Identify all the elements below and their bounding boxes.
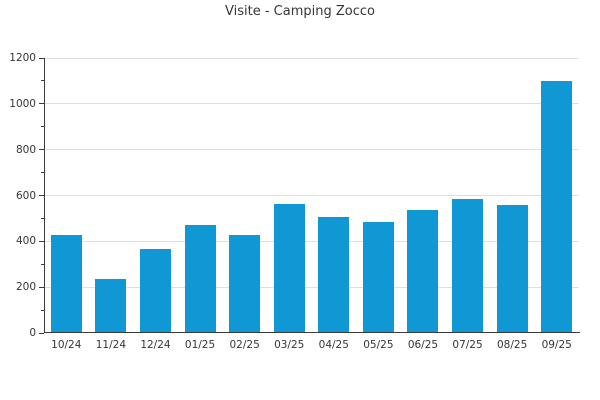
x-tick-label: 11/24 [95, 339, 126, 351]
y-major-tick [39, 57, 44, 59]
x-tick-label: 02/25 [229, 339, 260, 351]
y-major-tick [39, 149, 44, 151]
bar [496, 204, 528, 333]
bar [452, 199, 484, 333]
bar [541, 80, 573, 333]
chart-title: Visite - Camping Zocco [225, 4, 375, 19]
y-tick-label: 200 [15, 281, 36, 294]
y-major-tick [39, 332, 44, 334]
bar [362, 222, 394, 333]
bar [318, 217, 350, 333]
x-tick-label: 01/25 [184, 339, 216, 351]
x-tick-label: 08/25 [496, 339, 528, 351]
bar [229, 234, 261, 333]
bar [273, 204, 305, 333]
x-tick-label: 09/25 [541, 339, 572, 351]
y-major-tick [39, 286, 44, 288]
x-tick-label: 10/24 [51, 339, 82, 351]
y-minor-tick [41, 217, 44, 219]
y-major-tick [39, 195, 44, 196]
x-tick-label: 07/25 [452, 339, 483, 351]
bar [139, 248, 171, 333]
y-tick-label: 0 [29, 327, 36, 339]
y-tick-label: 600 [15, 189, 36, 202]
x-tick-label: 05/25 [363, 339, 394, 351]
bar [184, 225, 216, 333]
y-gridline [44, 57, 579, 59]
y-tick-label: 1000 [9, 97, 36, 110]
y-axis-spine [44, 58, 45, 333]
y-minor-tick [41, 263, 44, 265]
y-tick-label: 400 [15, 235, 36, 248]
bar [407, 210, 439, 333]
bar [95, 279, 127, 333]
y-minor-tick [41, 80, 44, 82]
y-minor-tick [41, 309, 44, 311]
bar [50, 234, 82, 333]
y-minor-tick [41, 126, 44, 128]
y-gridline [44, 149, 579, 151]
x-axis-spine [44, 332, 580, 333]
y-tick-label: 800 [15, 143, 36, 156]
y-minor-tick [41, 172, 44, 174]
y-gridline [44, 195, 579, 196]
x-tick-label: 03/25 [274, 339, 305, 351]
x-tick-label: 12/24 [140, 339, 171, 351]
x-tick-label: 06/25 [407, 339, 439, 351]
y-tick-label: 1200 [9, 52, 36, 64]
y-major-tick [39, 103, 44, 105]
x-tick-label: 04/25 [318, 339, 349, 351]
y-gridline [44, 103, 579, 105]
y-major-tick [39, 240, 44, 242]
